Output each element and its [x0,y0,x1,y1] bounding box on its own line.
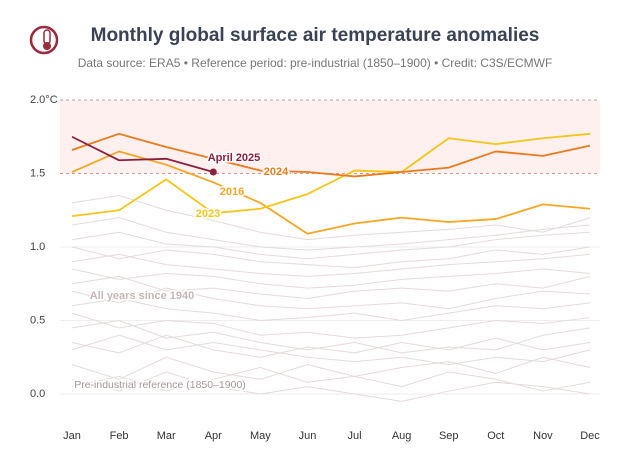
x-tick-label: Sep [439,430,459,442]
series-label: 2023 [196,208,220,220]
background-line [71,231,591,260]
x-tick-label: Apr [205,430,222,442]
series-label: 2016 [220,186,244,198]
y-tick-label: 2.0°C [30,94,58,106]
background-line [71,371,591,402]
background-line [71,246,591,269]
series-label: April 2025 [208,152,261,164]
annotation: All years since 1940 [90,290,195,302]
series-line [71,150,591,235]
end-marker [209,168,217,176]
background-line [71,287,591,310]
x-tick-label: Nov [533,430,553,442]
reference-band [60,100,600,174]
background-line [71,334,591,366]
x-tick-label: Oct [487,430,504,442]
background-line [71,275,591,299]
series-label: 2024 [264,166,289,178]
y-tick-label: 1.0 [30,241,45,253]
background-line [71,312,591,339]
background-line [71,320,591,354]
series-line [71,135,214,173]
x-tick-label: Jun [299,430,317,442]
background-line [71,195,591,241]
x-tick-label: May [250,430,271,442]
y-tick-label: 0.0 [30,388,45,400]
series-line [71,132,591,218]
background-line [71,217,591,251]
background-line [71,268,591,289]
background-line [71,367,591,392]
x-tick-label: Dec [580,430,600,442]
y-tick-label: 1.5 [30,167,45,179]
series-line [71,132,591,178]
x-tick-label: Aug [392,430,412,442]
x-tick-label: Jan [63,430,81,442]
background-line [71,334,591,358]
chart-subtitle: Data source: ERA5 • Reference period: pr… [78,56,553,70]
background-line [71,356,591,380]
x-tick-label: Feb [110,430,129,442]
chart-title: Monthly global surface air temperature a… [91,25,540,46]
background-line [71,253,591,277]
background-line [71,297,591,321]
y-tick-label: 0.5 [30,314,45,326]
x-tick-label: Mar [157,430,176,442]
annotation: Pre-industrial reference (1850–1900) [74,379,246,391]
logo [29,25,59,55]
x-tick-label: Jul [348,430,362,442]
